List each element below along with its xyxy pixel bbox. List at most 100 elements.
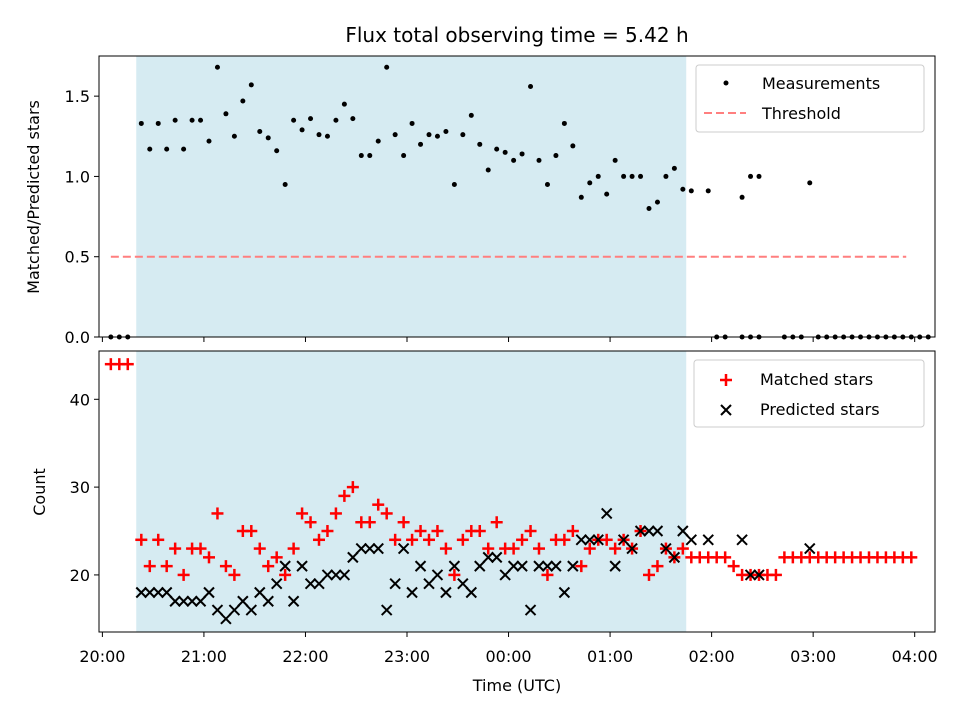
measurement-point [240, 98, 246, 104]
measurement-point [494, 146, 500, 152]
predicted-star-stroke-b [330, 569, 342, 581]
matched-star-point [600, 533, 613, 546]
predicted-star-stroke-b [254, 586, 266, 599]
top-y-tick-label: 1.5 [65, 87, 90, 106]
measurement-point [350, 116, 356, 122]
measurement-point [392, 132, 398, 138]
measurement-point [231, 133, 237, 139]
top-x-ticks [101, 337, 916, 342]
predicted-star-stroke-b [474, 560, 486, 572]
measurement-points [108, 64, 931, 340]
predicted-star-stroke-b [736, 534, 748, 546]
predicted-star-stroke-b [169, 595, 181, 607]
matched-star-point [169, 542, 182, 555]
matched-star-point [905, 551, 918, 564]
matched-star-point [253, 542, 266, 555]
predicted-star-stroke-b [355, 542, 368, 555]
predicted-star-stroke-b [643, 525, 655, 537]
matched-star-point [372, 498, 385, 511]
matched-star-point [516, 533, 529, 546]
matched-star-point [211, 507, 224, 520]
predicted-star-point [160, 586, 173, 599]
measurement-point [316, 132, 322, 138]
measurement-point [401, 153, 407, 159]
matched-star-point [482, 542, 495, 555]
predicted-star-stroke-b [541, 560, 554, 572]
matched-star-point [135, 533, 148, 546]
predicted-star-stroke-b [389, 577, 401, 590]
matched-star-point [287, 542, 300, 555]
predicted-star-point [372, 542, 384, 555]
measurement-point [595, 173, 601, 179]
top-y-tick-label: 0.5 [65, 248, 90, 267]
predicted-star-point [287, 595, 300, 607]
bottom-y-tick-label: 30 [70, 478, 90, 497]
top-legend: Measurements Threshold [695, 64, 925, 133]
predicted-star-stroke-b [702, 534, 714, 546]
matched-star-point [313, 533, 325, 546]
measurement-point [375, 138, 381, 144]
predicted-star-point [617, 534, 630, 546]
predicted-star-stroke-b [364, 542, 376, 555]
predicted-star-stroke-b [186, 595, 198, 607]
measurement-point [443, 128, 449, 134]
predicted-star-point [186, 595, 198, 607]
matched-star-point [676, 542, 689, 555]
predicted-star-point [465, 586, 478, 599]
predicted-star-stroke-b [304, 577, 317, 590]
matched-star-point [228, 568, 241, 581]
predicted-star-stroke-b [177, 595, 190, 607]
matched-star-point [439, 542, 452, 555]
measurement-point [629, 173, 635, 179]
matched-star-point [558, 533, 571, 546]
measurement-point [308, 116, 314, 122]
predicted-star-stroke-b [262, 595, 274, 607]
predicted-star-stroke-b [144, 586, 156, 599]
predicted-star-point [668, 551, 681, 564]
predicted-star-stroke-b [660, 542, 672, 555]
predicted-star-stroke-b [431, 569, 444, 581]
measurement-point [257, 128, 263, 134]
predicted-star-stroke-b [321, 569, 334, 581]
bottom-y-axis-label: Count [30, 468, 49, 516]
matched-star-point [609, 542, 622, 555]
chart-title: Flux total observing time = 5.42 h [345, 23, 688, 47]
matched-star-point [363, 516, 376, 529]
predicted-star-stroke-b [651, 525, 664, 537]
predicted-star-stroke-b [440, 586, 452, 599]
matched-star-point [719, 551, 732, 564]
measurement-point [282, 181, 288, 187]
bottom-y-tick-label: 20 [70, 566, 90, 585]
matched-star-point [270, 551, 283, 564]
measurement-point [324, 133, 330, 139]
predicted-star-points [135, 507, 816, 625]
matched-star-point [160, 560, 173, 573]
predicted-star-point [313, 577, 325, 590]
measurement-point [206, 138, 212, 144]
predicted-star-stroke-b [490, 551, 503, 564]
measurement-point [511, 157, 517, 163]
measurement-point [748, 173, 754, 179]
predicted-star-point [397, 542, 410, 555]
matched-star-point [575, 560, 588, 573]
bottom-y-tick-label: 40 [70, 390, 90, 409]
matched-star-point [219, 560, 232, 573]
predicted-star-stroke-b [279, 560, 291, 572]
bottom-panel: 20 30 40 20:00 21:00 22:00 23:00 00:00 01:00 02:… [30, 350, 938, 695]
predicted-star-point [440, 586, 452, 599]
predicted-star-stroke-b [584, 534, 596, 546]
measurement-point [358, 153, 364, 159]
matched-star-point [203, 551, 215, 564]
predicted-star-stroke-b [152, 586, 164, 599]
bottom-x-tick-label: 03:00 [790, 647, 836, 666]
predicted-star-point [245, 604, 258, 616]
predicted-star-point [389, 577, 401, 590]
measurement-point [265, 135, 271, 141]
matched-star-point [727, 560, 740, 573]
bottom-x-tick-label: 23:00 [384, 647, 430, 666]
predicted-star-point [296, 560, 308, 572]
matched-star-point [177, 568, 190, 581]
top-observing-span [136, 56, 687, 337]
measurement-point [528, 84, 534, 90]
bottom-x-tick-label: 21:00 [181, 647, 227, 666]
